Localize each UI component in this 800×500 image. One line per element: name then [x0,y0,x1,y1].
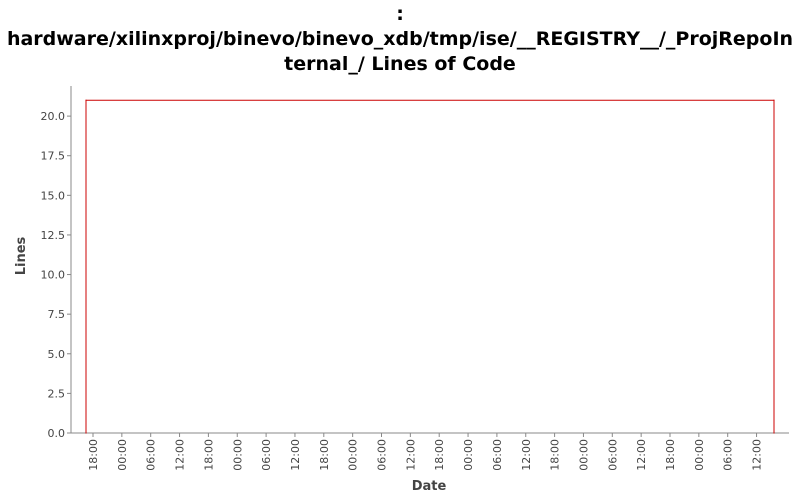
chart-title-line-2: hardware/xilinxproj/binevo/binevo_xdb/tm… [6,28,794,50]
x-tick-label: 18:00 [202,439,215,471]
y-axis: 0.0 2.5 5.0 7.5 10.0 12.5 15.0 17.5 20.0 [41,110,71,440]
x-tick-label: 06:00 [722,439,735,471]
data-point [773,432,775,434]
chart-title-line-3: ternal_/ Lines of Code [284,53,516,75]
y-tick-label: 15.0 [41,189,66,202]
data-point [85,99,87,101]
x-tick-label: 00:00 [693,439,706,471]
chart-title-line-1: : [396,3,404,25]
plot-background [71,86,789,433]
y-tick-label: 12.5 [41,229,66,242]
x-axis-label: Date [412,479,447,494]
x-tick-label: 18:00 [549,439,562,471]
x-tick-label: 18:00 [433,439,446,471]
x-tick-label: 12:00 [751,439,764,471]
x-tick-label: 06:00 [491,439,504,471]
x-tick-label: 12:00 [289,439,302,471]
data-point [85,432,87,434]
x-tick-label: 06:00 [606,439,619,471]
x-tick-label: 00:00 [116,439,129,471]
y-tick-label: 10.0 [41,269,66,282]
x-tick-label: 12:00 [174,439,187,471]
y-tick-label: 5.0 [48,348,66,361]
y-tick-label: 20.0 [41,110,66,123]
x-tick-label: 00:00 [577,439,590,471]
y-tick-label: 2.5 [48,387,66,400]
x-tick-label: 12:00 [520,439,533,471]
x-tick-label: 18:00 [664,439,677,471]
x-tick-label: 06:00 [260,439,273,471]
chart-title: : hardware/xilinxproj/binevo/binevo_xdb/… [0,2,800,77]
x-axis: 18:00 00:00 06:00 12:00 18:00 00:00 06:00 12:00… [87,433,764,471]
x-tick-label: 00:00 [347,439,360,471]
x-tick-label: 06:00 [376,439,389,471]
data-point [773,99,775,101]
y-tick-label: 0.0 [48,427,66,440]
x-tick-label: 12:00 [404,439,417,471]
x-tick-label: 00:00 [231,439,244,471]
series-line-0 [85,99,775,433]
x-tick-label: 06:00 [145,439,158,471]
series-layer [85,99,775,434]
x-tick-label: 18:00 [318,439,331,471]
y-tick-label: 7.5 [48,308,66,321]
y-tick-label: 17.5 [41,150,66,163]
x-tick-label: 12:00 [635,439,648,471]
x-tick-label: 18:00 [87,439,100,471]
plot-frame [70,86,789,434]
y-axis-label: Lines [14,236,29,275]
x-tick-label: 00:00 [462,439,475,471]
